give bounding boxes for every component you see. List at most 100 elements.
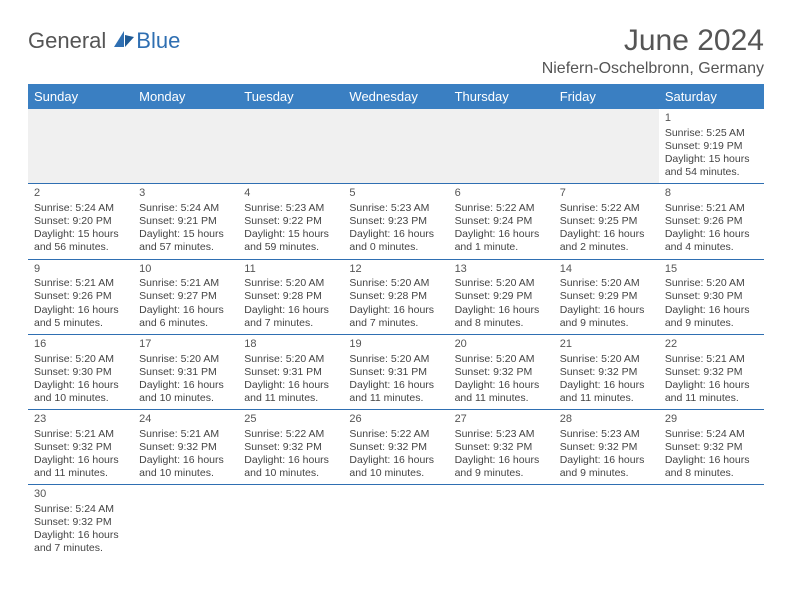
daylight-text: Daylight: 16 hours	[665, 304, 758, 317]
daylight-text: and 57 minutes.	[139, 241, 232, 254]
sunset-text: Sunset: 9:32 PM	[665, 441, 758, 454]
sunset-text: Sunset: 9:28 PM	[349, 290, 442, 303]
daylight-text: Daylight: 15 hours	[665, 153, 758, 166]
day-number: 19	[349, 338, 442, 352]
calendar-cell: 27Sunrise: 5:23 AMSunset: 9:32 PMDayligh…	[449, 410, 554, 485]
page-title: June 2024	[542, 24, 764, 58]
day-number: 1	[665, 112, 758, 126]
calendar-cell: 7Sunrise: 5:22 AMSunset: 9:25 PMDaylight…	[554, 184, 659, 259]
sunset-text: Sunset: 9:32 PM	[34, 441, 127, 454]
day-header-row: Sunday Monday Tuesday Wednesday Thursday…	[28, 84, 764, 109]
sunrise-text: Sunrise: 5:22 AM	[244, 428, 337, 441]
brand-part2: Blue	[136, 28, 180, 54]
day-number: 7	[560, 187, 653, 201]
calendar-cell: 12Sunrise: 5:20 AMSunset: 9:28 PMDayligh…	[343, 259, 448, 334]
calendar-cell: 13Sunrise: 5:20 AMSunset: 9:29 PMDayligh…	[449, 259, 554, 334]
calendar-cell: 4Sunrise: 5:23 AMSunset: 9:22 PMDaylight…	[238, 184, 343, 259]
sunset-text: Sunset: 9:19 PM	[665, 140, 758, 153]
sunrise-text: Sunrise: 5:22 AM	[349, 428, 442, 441]
day-number: 20	[455, 338, 548, 352]
sunrise-text: Sunrise: 5:23 AM	[244, 202, 337, 215]
daylight-text: and 59 minutes.	[244, 241, 337, 254]
sunset-text: Sunset: 9:26 PM	[665, 215, 758, 228]
sunrise-text: Sunrise: 5:20 AM	[455, 277, 548, 290]
day-number: 9	[34, 263, 127, 277]
sunset-text: Sunset: 9:29 PM	[560, 290, 653, 303]
sunrise-text: Sunrise: 5:21 AM	[34, 428, 127, 441]
sunrise-text: Sunrise: 5:20 AM	[349, 277, 442, 290]
daylight-text: Daylight: 16 hours	[455, 304, 548, 317]
daylight-text: and 10 minutes.	[139, 467, 232, 480]
day-number: 25	[244, 413, 337, 427]
sunset-text: Sunset: 9:25 PM	[560, 215, 653, 228]
daylight-text: Daylight: 16 hours	[560, 304, 653, 317]
daylight-text: and 5 minutes.	[34, 317, 127, 330]
sunrise-text: Sunrise: 5:21 AM	[139, 428, 232, 441]
daylight-text: Daylight: 16 hours	[560, 228, 653, 241]
daylight-text: Daylight: 16 hours	[349, 228, 442, 241]
sunset-text: Sunset: 9:31 PM	[139, 366, 232, 379]
daylight-text: and 54 minutes.	[665, 166, 758, 179]
calendar-cell: 14Sunrise: 5:20 AMSunset: 9:29 PMDayligh…	[554, 259, 659, 334]
daylight-text: Daylight: 15 hours	[34, 228, 127, 241]
daylight-text: Daylight: 16 hours	[34, 304, 127, 317]
page-header: General Blue June 2024 Niefern-Oschelbro…	[28, 24, 764, 78]
daylight-text: and 11 minutes.	[34, 467, 127, 480]
sunset-text: Sunset: 9:32 PM	[455, 366, 548, 379]
calendar-cell: 29Sunrise: 5:24 AMSunset: 9:32 PMDayligh…	[659, 410, 764, 485]
daylight-text: Daylight: 16 hours	[665, 454, 758, 467]
day-number: 2	[34, 187, 127, 201]
day-number: 23	[34, 413, 127, 427]
daylight-text: Daylight: 16 hours	[560, 454, 653, 467]
day-header: Friday	[554, 84, 659, 109]
calendar-cell: 21Sunrise: 5:20 AMSunset: 9:32 PMDayligh…	[554, 334, 659, 409]
daylight-text: and 11 minutes.	[349, 392, 442, 405]
sunrise-text: Sunrise: 5:23 AM	[349, 202, 442, 215]
daylight-text: Daylight: 15 hours	[244, 228, 337, 241]
sunrise-text: Sunrise: 5:20 AM	[560, 353, 653, 366]
daylight-text: Daylight: 16 hours	[665, 228, 758, 241]
day-number: 17	[139, 338, 232, 352]
sunrise-text: Sunrise: 5:22 AM	[560, 202, 653, 215]
sunset-text: Sunset: 9:30 PM	[665, 290, 758, 303]
sunset-text: Sunset: 9:23 PM	[349, 215, 442, 228]
day-number: 11	[244, 263, 337, 277]
day-number: 16	[34, 338, 127, 352]
daylight-text: Daylight: 16 hours	[455, 379, 548, 392]
sunset-text: Sunset: 9:22 PM	[244, 215, 337, 228]
sunset-text: Sunset: 9:32 PM	[349, 441, 442, 454]
table-row: 2Sunrise: 5:24 AMSunset: 9:20 PMDaylight…	[28, 184, 764, 259]
daylight-text: and 7 minutes.	[349, 317, 442, 330]
day-number: 6	[455, 187, 548, 201]
daylight-text: and 0 minutes.	[349, 241, 442, 254]
daylight-text: and 9 minutes.	[560, 467, 653, 480]
daylight-text: Daylight: 16 hours	[34, 529, 127, 542]
day-number: 5	[349, 187, 442, 201]
day-header: Saturday	[659, 84, 764, 109]
sunrise-text: Sunrise: 5:21 AM	[139, 277, 232, 290]
calendar-cell: 25Sunrise: 5:22 AMSunset: 9:32 PMDayligh…	[238, 410, 343, 485]
daylight-text: and 6 minutes.	[139, 317, 232, 330]
table-row: 9Sunrise: 5:21 AMSunset: 9:26 PMDaylight…	[28, 259, 764, 334]
calendar-cell	[343, 485, 448, 560]
calendar-cell	[133, 109, 238, 184]
daylight-text: and 10 minutes.	[244, 467, 337, 480]
daylight-text: Daylight: 16 hours	[34, 379, 127, 392]
sunset-text: Sunset: 9:32 PM	[455, 441, 548, 454]
calendar-cell: 28Sunrise: 5:23 AMSunset: 9:32 PMDayligh…	[554, 410, 659, 485]
sunrise-text: Sunrise: 5:24 AM	[34, 202, 127, 215]
sunset-text: Sunset: 9:31 PM	[244, 366, 337, 379]
daylight-text: and 11 minutes.	[560, 392, 653, 405]
sunrise-text: Sunrise: 5:20 AM	[560, 277, 653, 290]
sunrise-text: Sunrise: 5:20 AM	[349, 353, 442, 366]
sunrise-text: Sunrise: 5:25 AM	[665, 127, 758, 140]
daylight-text: Daylight: 16 hours	[455, 454, 548, 467]
calendar-cell: 3Sunrise: 5:24 AMSunset: 9:21 PMDaylight…	[133, 184, 238, 259]
calendar-cell	[554, 485, 659, 560]
daylight-text: and 7 minutes.	[244, 317, 337, 330]
daylight-text: and 11 minutes.	[665, 392, 758, 405]
calendar-cell: 8Sunrise: 5:21 AMSunset: 9:26 PMDaylight…	[659, 184, 764, 259]
daylight-text: and 11 minutes.	[455, 392, 548, 405]
sunrise-text: Sunrise: 5:20 AM	[244, 353, 337, 366]
sunset-text: Sunset: 9:30 PM	[34, 366, 127, 379]
